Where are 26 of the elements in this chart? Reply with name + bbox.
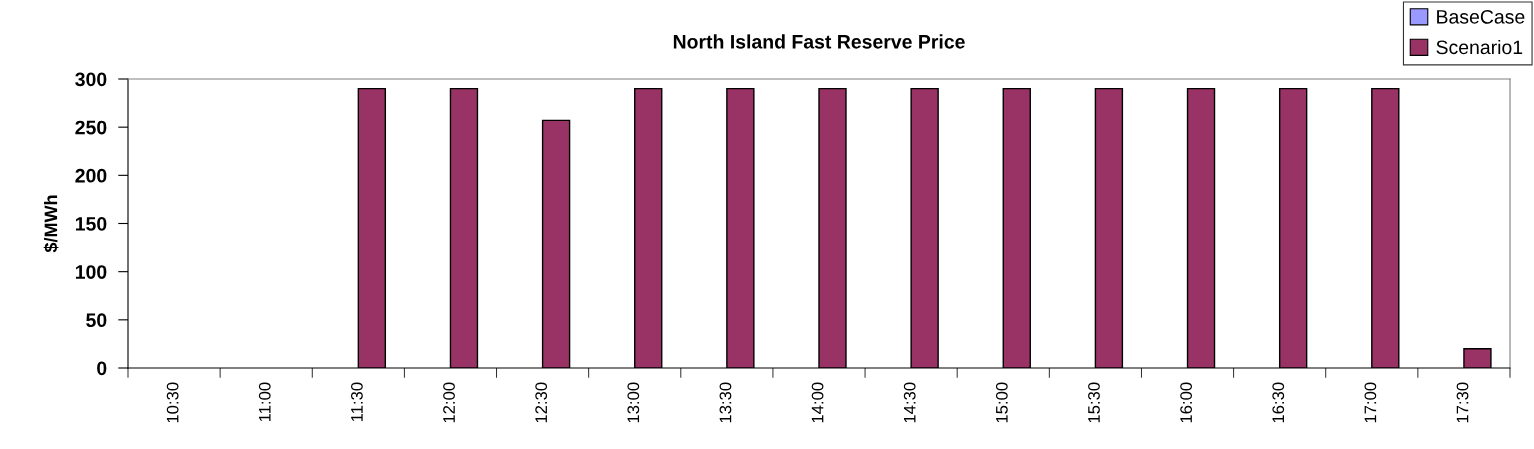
x-tick-label: 15:30: [1088, 382, 1100, 423]
legend-label: Scenario1: [1436, 39, 1523, 55]
x-tick-label: 14:00: [811, 382, 824, 423]
y-tick-label: 250: [75, 120, 107, 135]
y-tick-label: 0: [97, 361, 107, 376]
x-tick-label: 12:00: [443, 382, 455, 423]
y-tick-label: 200: [75, 168, 107, 183]
x-tick-label: 16:30: [1272, 382, 1285, 423]
y-tick-label: 100: [75, 265, 107, 279]
y-tick-label: 50: [86, 313, 107, 328]
x-tick-label: 17:30: [1456, 382, 1469, 423]
x-tick-label: 13:30: [719, 382, 732, 423]
x-tick-label: 10:30: [166, 382, 179, 423]
chart-title: North Island Fast Reserve Price: [673, 34, 965, 49]
x-tick-label: 13:00: [627, 382, 640, 423]
x-tick-label: 11:30: [351, 382, 363, 422]
x-tick-label: 16:00: [1180, 382, 1193, 423]
x-tick-label: 17:00: [1364, 382, 1377, 423]
x-tick-label: 11:00: [258, 382, 271, 422]
y-tick-label: 150: [75, 216, 107, 231]
y-axis-title: $/MWh: [43, 195, 59, 253]
y-tick-label: 300: [75, 72, 107, 87]
x-tick-label: 15:00: [995, 382, 1008, 423]
x-tick-label: 14:30: [903, 382, 916, 423]
x-tick-label: 12:30: [535, 382, 548, 423]
legend-label: BaseCase: [1437, 9, 1525, 24]
